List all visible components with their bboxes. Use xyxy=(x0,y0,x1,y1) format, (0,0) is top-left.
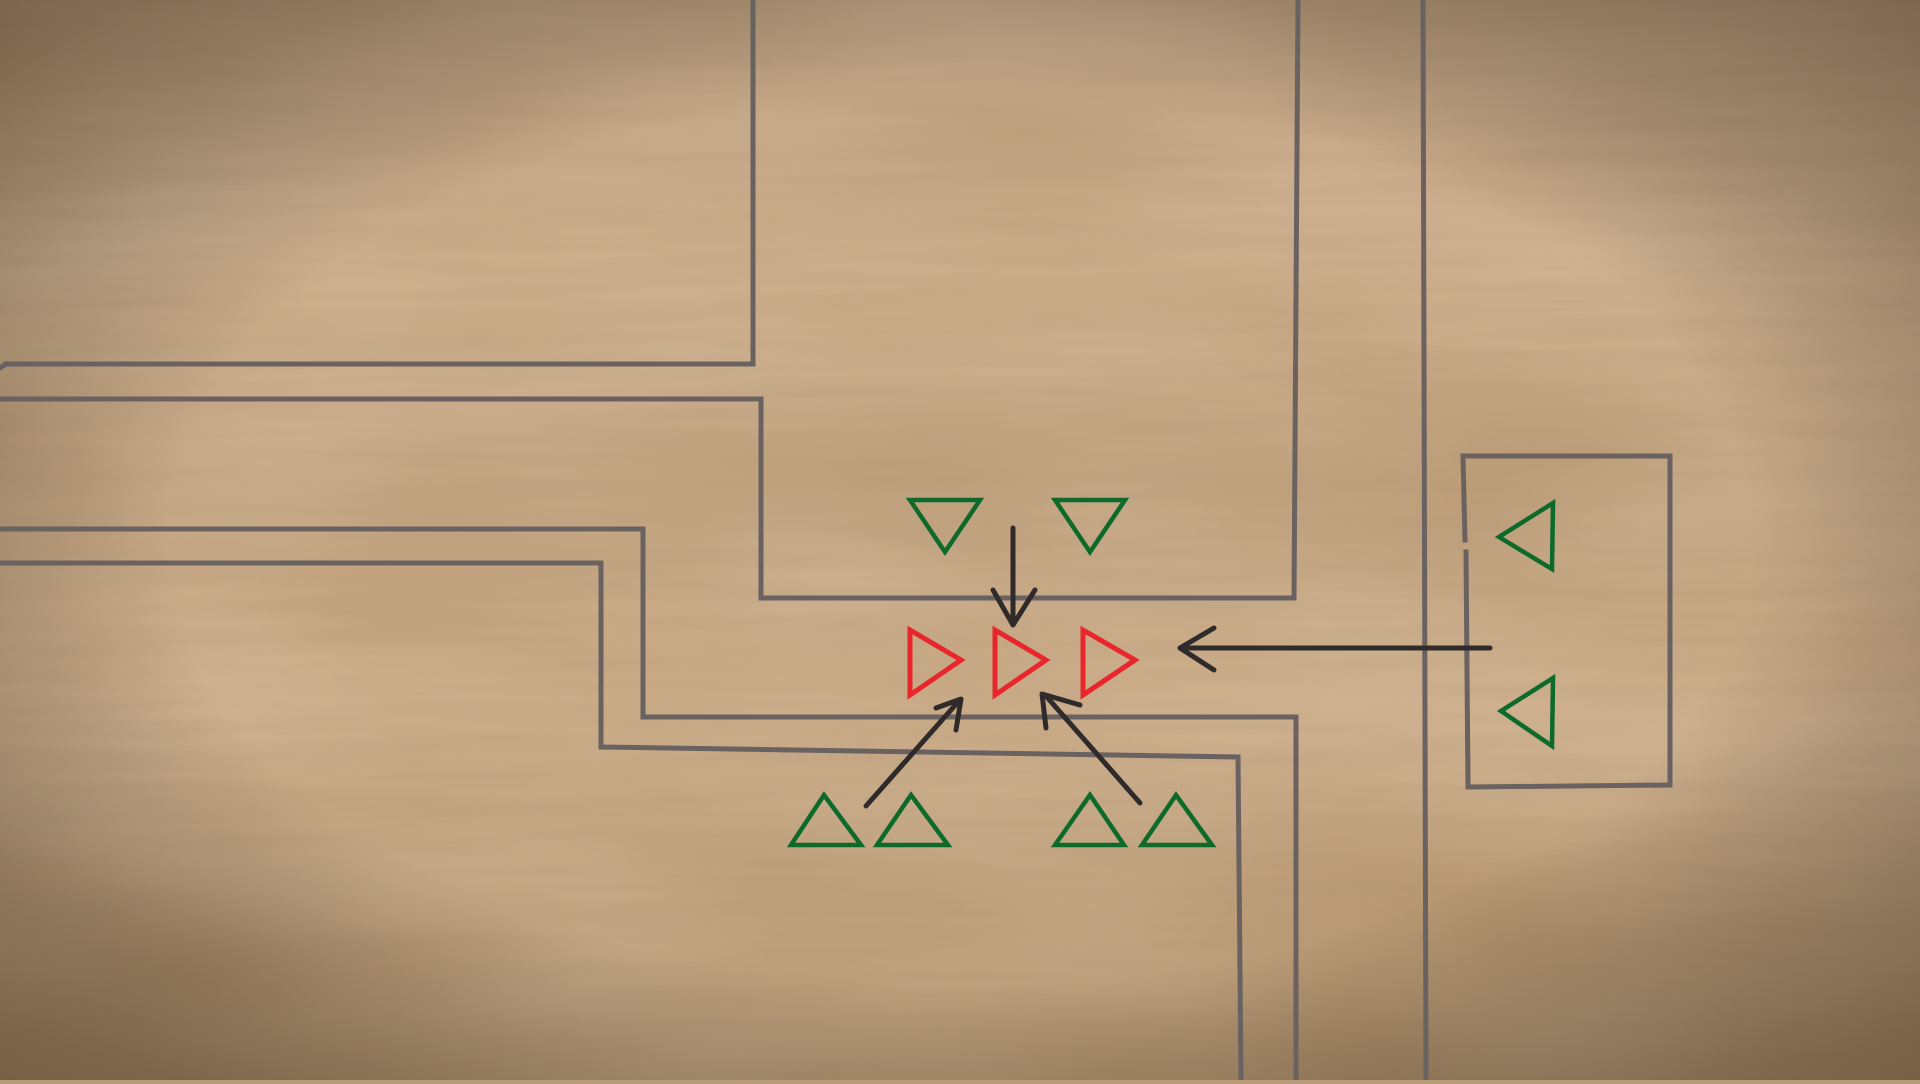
wall-east-building xyxy=(1460,453,1673,790)
wall-north-block xyxy=(0,0,1301,601)
hostile-units xyxy=(907,625,1140,700)
building-walls xyxy=(0,0,1673,1083)
friendly-unit-southeast-2 xyxy=(1137,791,1217,848)
friendly-unit-southwest-2 xyxy=(872,791,953,848)
southeast-arrow xyxy=(1039,691,1143,806)
hostile-unit-2 xyxy=(992,625,1051,700)
friendly-unit-southeast-1 xyxy=(1050,791,1129,848)
wall-street-inner-edge xyxy=(0,526,1299,1083)
north-arrow xyxy=(990,525,1038,628)
east-arrow xyxy=(1177,625,1493,673)
friendly-units xyxy=(786,497,1556,848)
wall-street-outer-edge xyxy=(0,560,1244,1083)
hostile-unit-1 xyxy=(907,625,966,700)
friendly-unit-north-1 xyxy=(905,497,985,557)
movement-arrows xyxy=(863,525,1493,809)
friendly-unit-east-1 xyxy=(1494,498,1556,573)
wall-northwest-block xyxy=(3,0,756,367)
wall-east-road xyxy=(1420,0,1429,1083)
southwest-arrow xyxy=(863,696,964,809)
hostile-unit-3 xyxy=(1080,625,1140,700)
wall-northwest-tail xyxy=(0,360,10,372)
friendly-unit-southwest-1 xyxy=(786,791,866,848)
friendly-unit-north-2 xyxy=(1050,497,1130,557)
friendly-unit-east-2 xyxy=(1496,673,1556,751)
